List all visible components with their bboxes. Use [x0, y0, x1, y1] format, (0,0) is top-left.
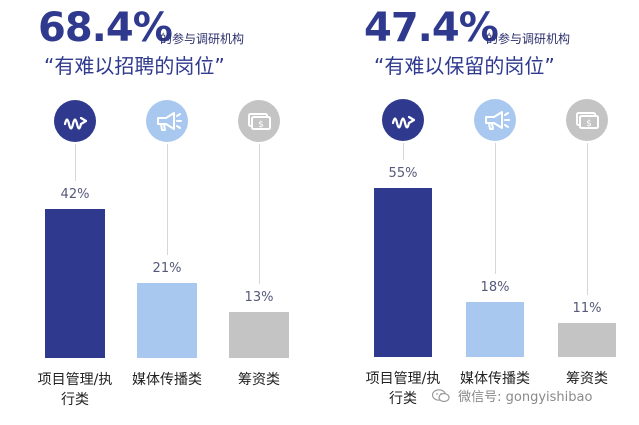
svg-text:$: $ [586, 119, 592, 129]
right-category-label-2: 筹资类 [566, 371, 608, 387]
megaphone-icon [474, 99, 516, 141]
left-category-label-1: 媒体传播类 [132, 372, 202, 388]
left-panel: 68.4% 的参与调研机构 “有难以招聘的岗位” 42% 项目管理/执 行类 21% 媒… [37, 5, 289, 408]
right-bar-value-label-1: 18% [480, 280, 510, 295]
right-headline-percent: 47.4% [364, 5, 499, 51]
left-chart-heading: “有难以招聘的岗位” [44, 54, 225, 78]
left-connector-line-1 [167, 144, 168, 255]
left-bar-value-label-0: 42% [60, 187, 90, 202]
wave-arrow-icon [382, 99, 424, 141]
wave-arrow-icon [54, 100, 96, 142]
left-connector-line-2 [259, 144, 260, 284]
right-bar-0 [374, 188, 432, 357]
right-connector-line-1 [495, 143, 496, 274]
left-bar-0 [45, 209, 105, 358]
left-bar-2 [229, 312, 289, 358]
svg-text:$: $ [258, 120, 264, 130]
megaphone-icon [146, 100, 188, 142]
right-connector-line-0 [403, 143, 404, 160]
right-bar-1 [466, 302, 524, 357]
left-headline-percent: 68.4% [38, 5, 173, 51]
left-bar-value-label-1: 21% [152, 261, 182, 276]
right-category-label-1: 媒体传播类 [460, 371, 530, 387]
wechat-icon [431, 388, 450, 407]
money-icon: $ [238, 100, 280, 142]
left-category-label-2: 筹资类 [238, 372, 280, 388]
right-connector-line-2 [587, 143, 588, 295]
right-panel: 47.4% 的参与调研机构 “有难以保留的岗位” 55% 项目管理/执 行类 18% 媒… [320, 0, 639, 425]
money-icon: $ [566, 99, 608, 141]
left-connector-line-0 [75, 144, 76, 181]
left-bar-1 [137, 283, 197, 358]
right-category-label-0: 项目管理/执 行类 [365, 371, 441, 407]
left-headline-sub: 的参与调研机构 [160, 32, 245, 46]
left-bar-value-label-2: 13% [244, 290, 274, 305]
left-category-label-0: 项目管理/执 行类 [37, 372, 113, 408]
watermark-text: 微信号: gongyishibao [458, 390, 593, 405]
right-bar-2 [558, 323, 616, 357]
right-bar-value-label-2: 11% [572, 301, 602, 316]
watermark: 微信号: gongyishibao [431, 386, 593, 407]
right-chart-heading: “有难以保留的岗位” [374, 54, 555, 78]
right-headline-sub: 的参与调研机构 [486, 32, 571, 46]
right-bar-value-label-0: 55% [388, 166, 418, 181]
